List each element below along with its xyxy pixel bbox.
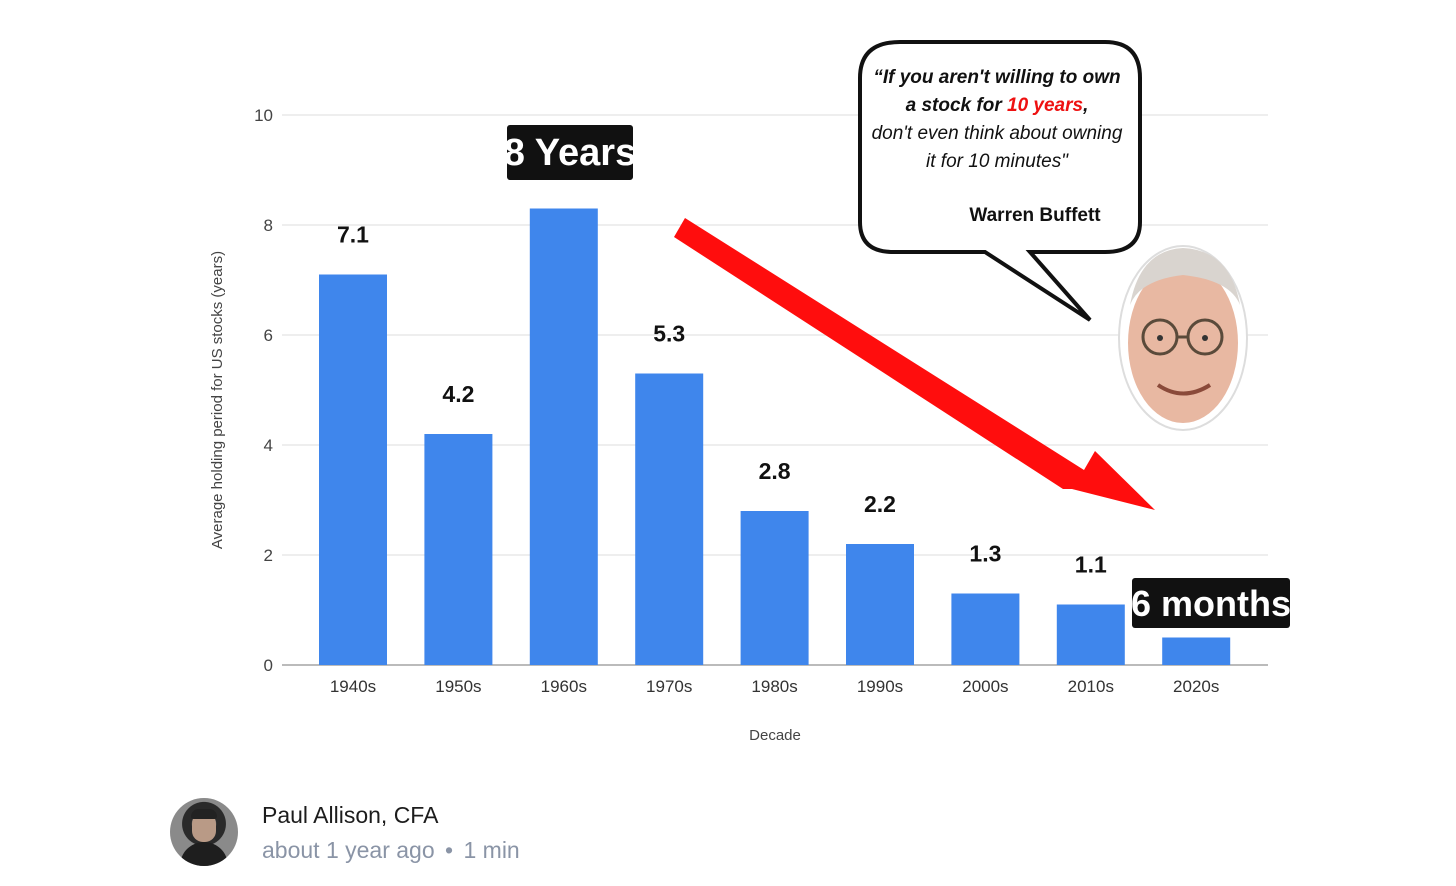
quote-line-1: “If you aren't willing to own	[873, 67, 1120, 88]
svg-text:“If you aren't willing to own: “If you aren't willing to own	[873, 67, 1120, 88]
bar-2000s	[951, 593, 1020, 665]
value-label-2010s: 1.1	[1075, 552, 1107, 578]
y-tick-label: 10	[254, 106, 273, 125]
buffett-portrait	[1118, 245, 1248, 431]
bar-1980s	[740, 511, 809, 665]
x-tick-label-2000s: 2000s	[962, 677, 1008, 696]
bar-1940s	[319, 274, 387, 665]
x-tick-label-1940s: 1940s	[330, 677, 376, 696]
quote-line-2a: a stock for	[906, 95, 1007, 116]
y-tick-label: 2	[264, 546, 273, 565]
quote-line-3: don't even think about owning	[872, 123, 1123, 144]
svg-text:6 months: 6 months	[1131, 583, 1291, 624]
svg-text:8 Years: 8 Years	[504, 132, 636, 174]
bar-2020s	[1162, 637, 1231, 665]
y-tick-label: 6	[264, 326, 273, 345]
author-name[interactable]: Paul Allison, CFA	[262, 802, 439, 828]
value-label-1990s: 2.2	[864, 491, 896, 517]
x-tick-label-1950s: 1950s	[435, 677, 481, 696]
x-tick-label-1980s: 1980s	[751, 677, 797, 696]
bars	[319, 208, 1231, 665]
x-tick-label-1990s: 1990s	[857, 677, 903, 696]
end-tag: 6 months	[1131, 578, 1291, 628]
value-labels: 7.1 4.2 5.3 2.8 2.2 1.3 1.1	[337, 222, 1107, 578]
value-label-1980s: 2.8	[759, 458, 791, 484]
y-tick-label: 0	[264, 656, 273, 675]
x-tick-label-2010s: 2010s	[1068, 677, 1114, 696]
author-avatar[interactable]	[170, 798, 238, 866]
svg-text:a stock for 10 years,: a stock for 10 years,	[906, 95, 1089, 116]
value-label-2000s: 1.3	[969, 541, 1001, 567]
value-label-1950s: 4.2	[442, 381, 474, 407]
read-time: 1 min	[463, 837, 520, 863]
bar-1990s	[846, 544, 914, 665]
bar-1970s	[635, 373, 704, 665]
bar-1960s	[529, 208, 598, 665]
x-tick-label-1970s: 1970s	[646, 677, 692, 696]
quote-line-4: it for 10 minutes"	[926, 151, 1069, 172]
value-label-1940s: 7.1	[337, 222, 369, 248]
y-tick-labels: 0 2 4 6 8 10	[254, 106, 273, 675]
svg-text:don't even think about owning: don't even think about owning	[872, 123, 1123, 144]
x-axis-label: Decade	[749, 727, 801, 744]
peak-tag: 8 Years	[504, 125, 636, 180]
x-tick-label-2020s: 2020s	[1173, 677, 1219, 696]
svg-text:it for 10 minutes": it for 10 minutes"	[926, 151, 1069, 172]
trend-arrow	[674, 218, 1155, 510]
y-tick-label: 8	[264, 216, 273, 235]
quote-highlight: 10 years	[1007, 95, 1083, 116]
x-tick-labels: 1940s 1950s 1960s 1970s 1980s 1990s 2000s 2010s…	[330, 677, 1220, 696]
bar-chart: 0 2 4 6 8 10 7.1 4.2 5.3 2.8 2.2 1.3 1.1 1940s 1950s…	[209, 40, 1291, 744]
meta-separator: •	[445, 837, 454, 863]
value-label-1970s: 5.3	[653, 321, 685, 347]
bar-2010s	[1056, 604, 1125, 665]
y-axis-label: Average holding period for US stocks (ye…	[209, 251, 226, 549]
y-tick-label: 4	[264, 436, 273, 455]
quote-line-2b: ,	[1082, 95, 1088, 116]
bar-1950s	[424, 434, 493, 665]
quote-author: Warren Buffett	[969, 205, 1101, 226]
post-meta: about 1 year ago • 1 min	[262, 837, 520, 864]
quote-bubble: “If you aren't willing to own a stock fo…	[858, 40, 1142, 322]
time-ago: about 1 year ago	[262, 837, 435, 863]
x-tick-label-1960s: 1960s	[541, 677, 587, 696]
